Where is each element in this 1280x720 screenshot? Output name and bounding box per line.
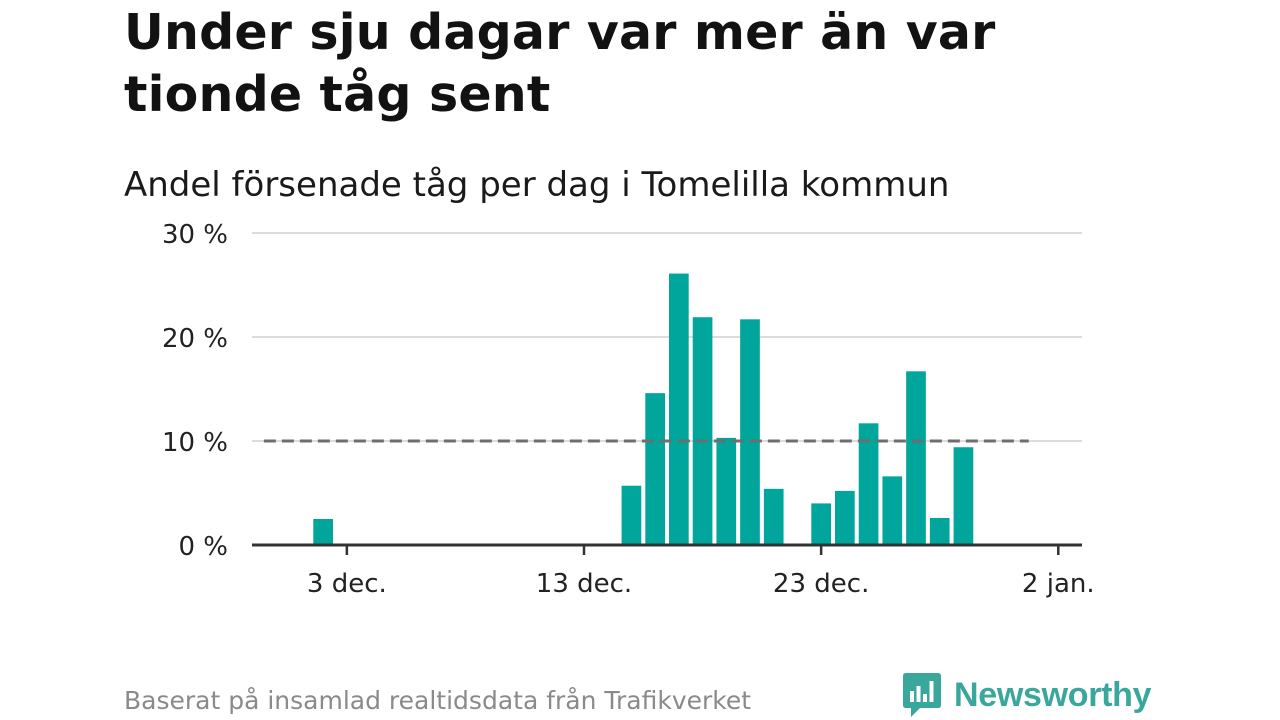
x-tick-label: 3 dec. xyxy=(307,569,387,599)
bars xyxy=(313,273,974,545)
bar xyxy=(645,393,665,545)
bar xyxy=(692,317,713,545)
y-tick-label: 20 % xyxy=(162,324,228,354)
bar xyxy=(716,437,737,545)
y-tick-label: 30 % xyxy=(162,220,228,250)
bar xyxy=(858,423,879,545)
newsworthy-logo: Newsworthy xyxy=(902,670,1152,720)
bar xyxy=(953,447,974,545)
x-tick-label: 2 jan. xyxy=(1022,569,1095,599)
bar xyxy=(669,273,689,545)
y-tick-label: 10 % xyxy=(162,428,228,458)
bar xyxy=(313,519,333,545)
bar xyxy=(621,485,642,545)
y-tick-label: 0 % xyxy=(178,532,228,562)
bar xyxy=(882,476,903,545)
bar xyxy=(811,503,831,545)
newsworthy-logo-text: Newsworthy xyxy=(954,675,1152,714)
newsworthy-logo-icon xyxy=(903,673,941,717)
x-tick-label: 23 dec. xyxy=(773,569,869,599)
chart-title: Under sju dagar var mer än var tionde tå… xyxy=(124,4,996,123)
bar xyxy=(906,371,926,545)
bar-chart: 0 % 10 % 20 % 30 % 3 dec. 13 dec. 23 dec. 2 ja… xyxy=(162,220,1095,599)
grid-lines xyxy=(252,232,1082,442)
chart-subtitle: Andel försenade tåg per dag i Tomelilla … xyxy=(124,165,950,205)
bar xyxy=(929,517,950,545)
bar xyxy=(763,488,784,545)
source-note: Baserat på insamlad realtidsdata från Tr… xyxy=(124,686,752,715)
bar xyxy=(835,490,855,545)
y-axis: 0 % 10 % 20 % 30 % xyxy=(162,220,228,562)
x-tick-label: 13 dec. xyxy=(536,569,632,599)
x-axis: 3 dec. 13 dec. 23 dec. 2 jan. xyxy=(252,543,1095,599)
bar xyxy=(740,319,760,545)
